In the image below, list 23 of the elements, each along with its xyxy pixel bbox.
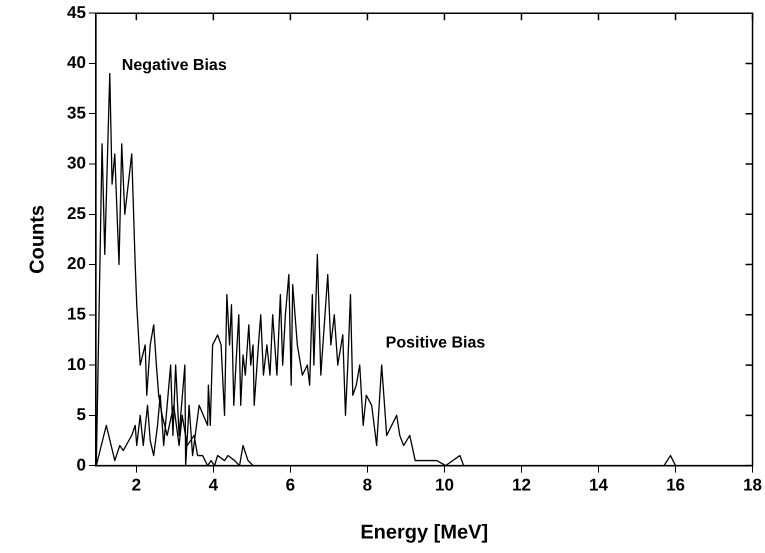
y-tick-label: 10 (66, 354, 86, 374)
x-tick-label: 18 (743, 475, 762, 494)
y-tick-label: 15 (66, 304, 86, 324)
y-tick-label: 35 (66, 103, 86, 122)
x-tick-label: 10 (434, 475, 454, 494)
y-tick-label: 40 (66, 53, 86, 72)
y-tick-label: 0 (76, 455, 86, 474)
y-tick-label: 45 (66, 2, 86, 22)
series-label: Positive Bias (386, 334, 486, 352)
x-tick-label: 14 (589, 475, 608, 494)
series-label: Negative Bias (122, 56, 227, 74)
x-axis-title: Energy [MeV] (360, 522, 488, 544)
y-tick-label: 20 (66, 254, 86, 274)
x-tick-label: 12 (512, 475, 531, 494)
y-axis-title: Counts (26, 204, 49, 274)
x-tick-label: 8 (362, 475, 372, 494)
y-tick-label: 30 (66, 154, 86, 173)
x-tick-label: 4 (208, 475, 219, 494)
x-tick-label: 2 (132, 475, 142, 494)
y-tick-label: 5 (76, 405, 86, 424)
x-tick-label: 16 (666, 475, 685, 494)
x-tick-label: 6 (286, 475, 296, 494)
y-tick-label: 25 (66, 204, 86, 223)
